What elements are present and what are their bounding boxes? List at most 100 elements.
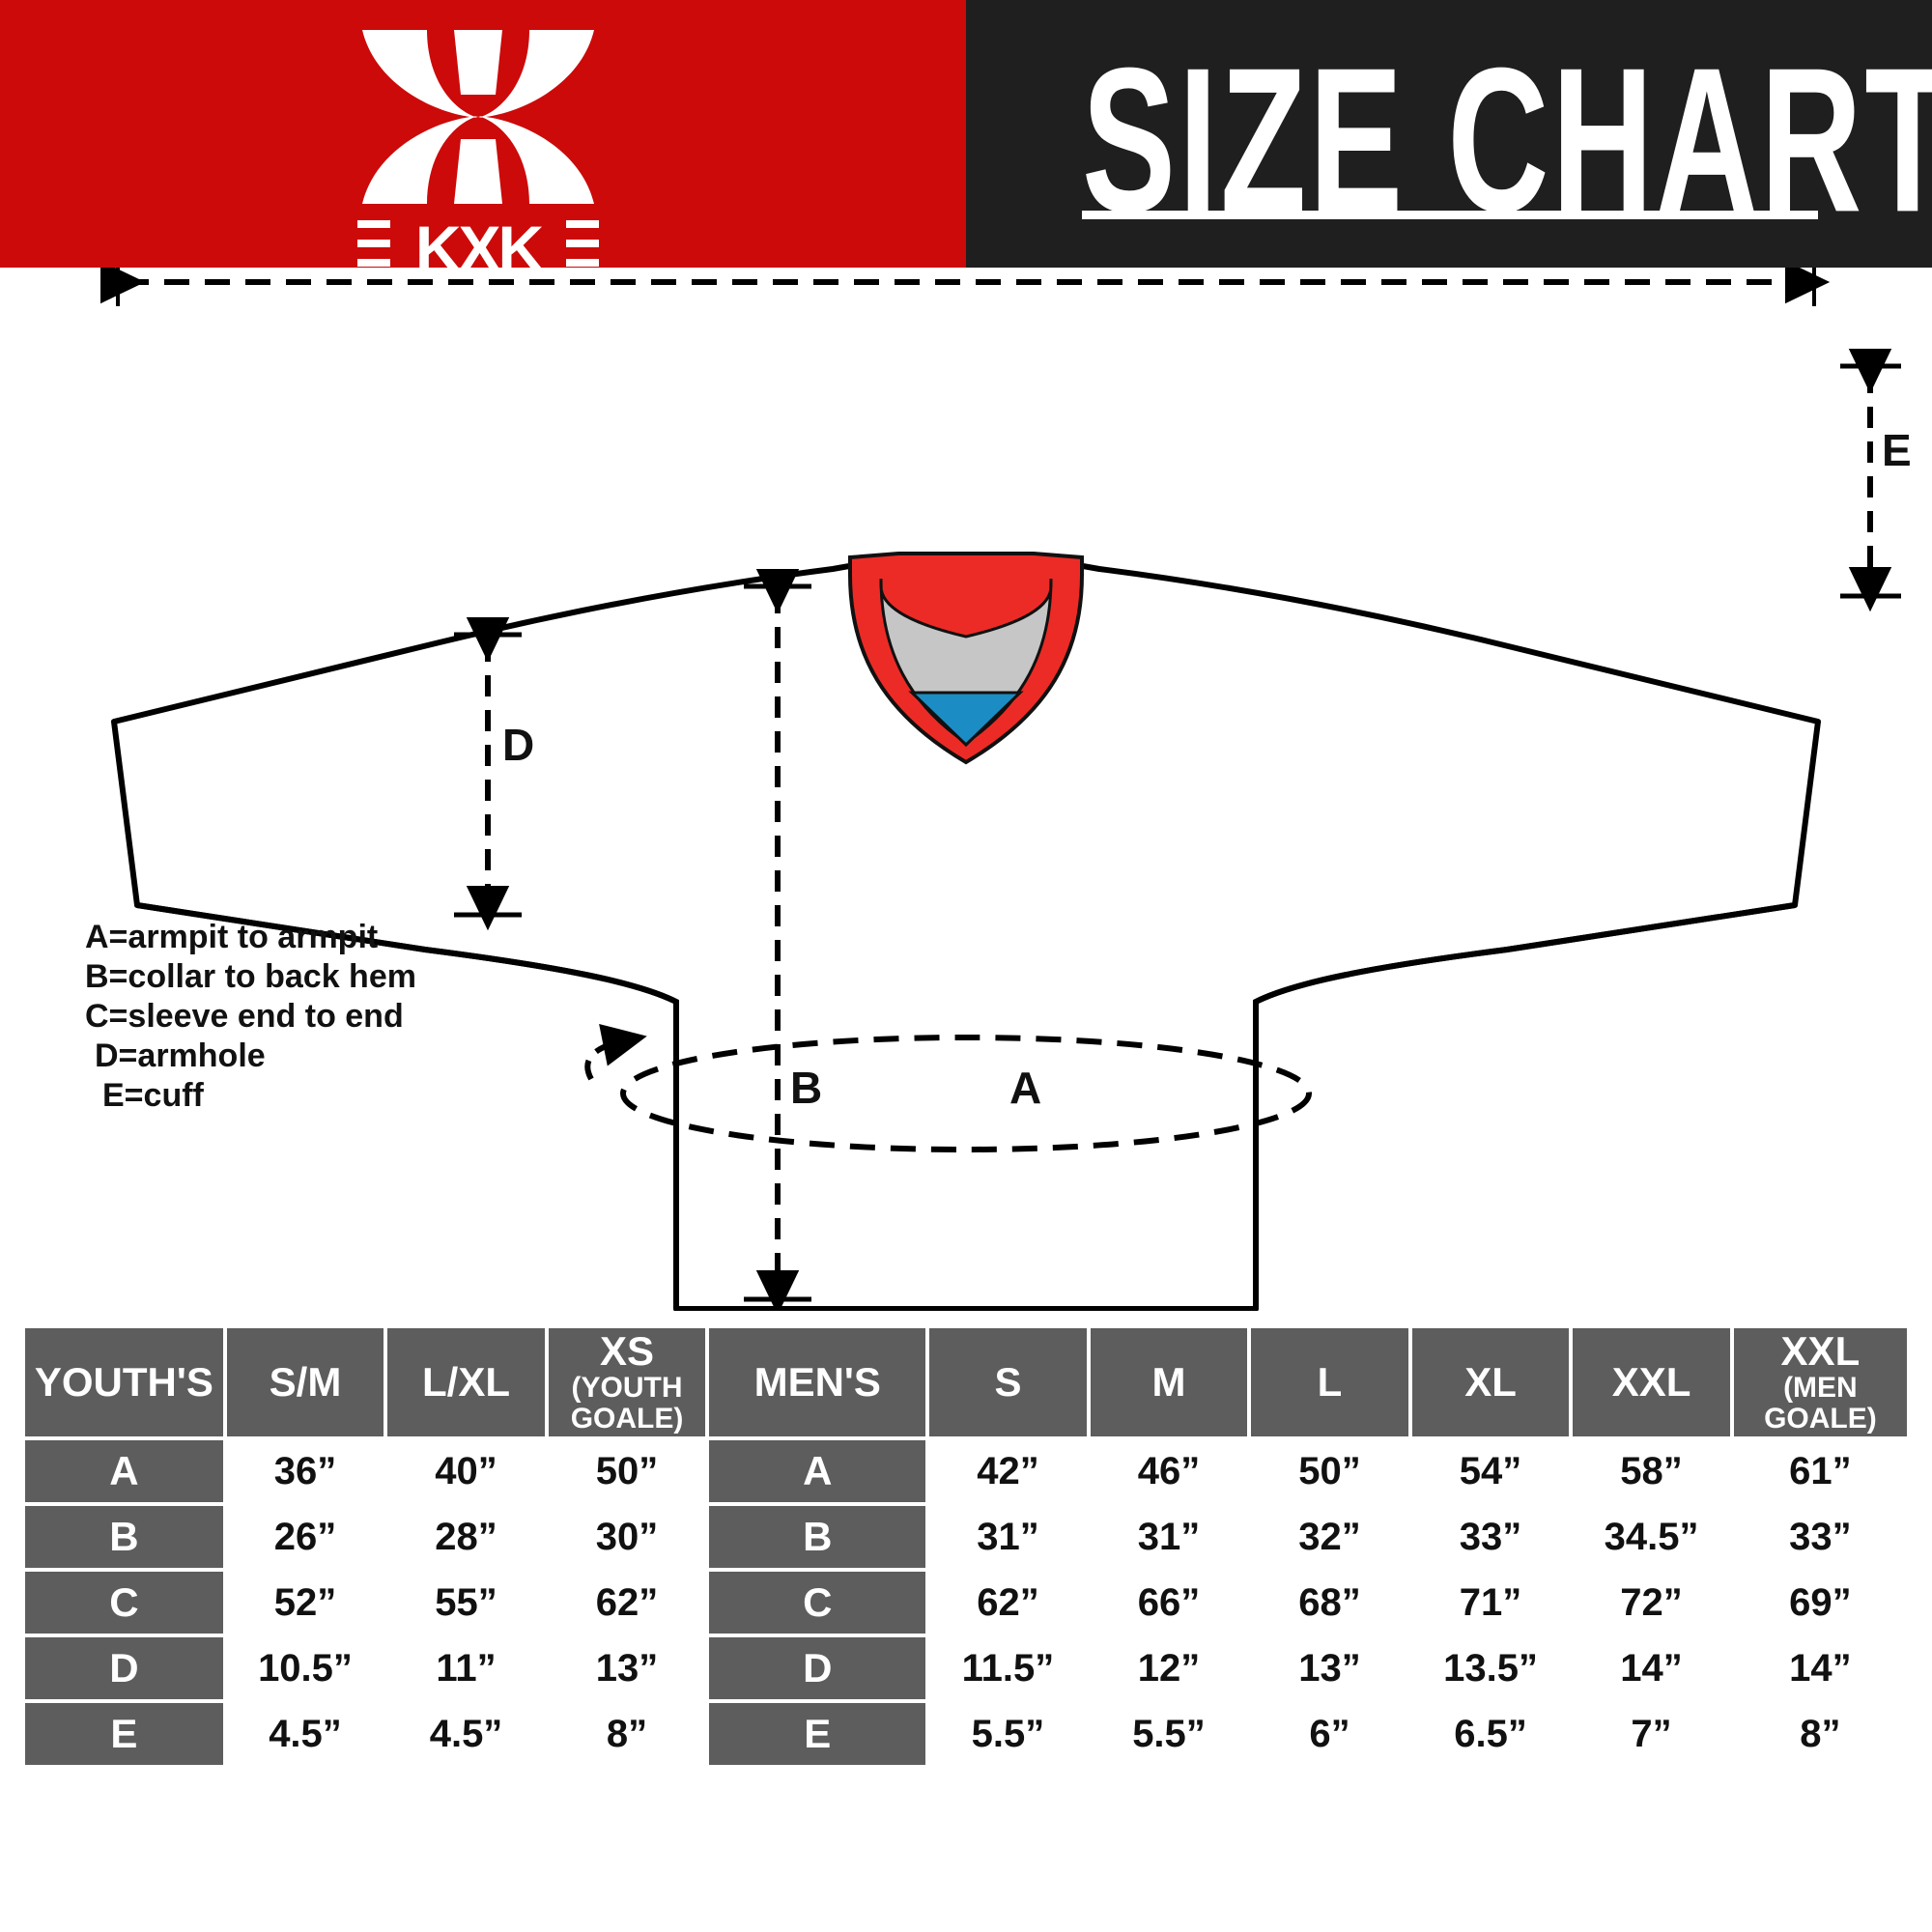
chest-ellipse-arrow (584, 1023, 647, 1081)
dimension-b-label: B (790, 1063, 822, 1113)
cell-mens-a-xl: 54” (1411, 1440, 1570, 1502)
title-panel: SIZE CHART (966, 0, 1932, 268)
page-title-block: SIZE CHART (1082, 37, 1932, 242)
cell-youth-c-sm: 52” (226, 1572, 384, 1634)
cell-youth-a-lxl: 40” (387, 1440, 545, 1502)
header-youth-xs-sub: (YOUTH GOALE) (570, 1372, 684, 1435)
header-mens-xxl-goalie: XXL (MEN GOALE) (1733, 1328, 1907, 1436)
measurement-legend: A=armpit to armpit B=collar to back hem … (85, 918, 416, 1116)
cell-mens-b-xxl: 34.5” (1573, 1506, 1730, 1568)
size-table: YOUTH'S S/M L/XL XS (YOUTH GOALE) MEN'S … (21, 1324, 1911, 1769)
cell-mens-a-xxl: 58” (1573, 1440, 1730, 1502)
cell-mens-d-xl: 13.5” (1411, 1637, 1570, 1699)
cell-youth-d-sm: 10.5” (226, 1637, 384, 1699)
row-label-mens-e: E (709, 1703, 926, 1765)
cell-youth-e-sm: 4.5” (226, 1703, 384, 1765)
cell-youth-e-lxl: 4.5” (387, 1703, 545, 1765)
cell-mens-b-m: 31” (1090, 1506, 1248, 1568)
header-mens-s: S (929, 1328, 1087, 1436)
row-label-mens-d: D (709, 1637, 926, 1699)
cell-mens-c-s: 62” (929, 1572, 1087, 1634)
header-mens-m: M (1090, 1328, 1248, 1436)
header-mens-xxl-main: XXL (1780, 1328, 1861, 1374)
header-youths: YOUTH'S (25, 1328, 223, 1436)
cell-mens-e-l: 6” (1251, 1703, 1408, 1765)
cell-mens-e-xxl-goalie: 8” (1733, 1703, 1907, 1765)
cell-mens-d-xxl: 14” (1573, 1637, 1730, 1699)
cell-youth-d-lxl: 11” (387, 1637, 545, 1699)
cell-mens-a-m: 46” (1090, 1440, 1248, 1502)
dimension-c-label: C (950, 268, 981, 270)
jersey-collar (848, 552, 1084, 765)
cell-mens-e-xl: 6.5” (1411, 1703, 1570, 1765)
dimension-d-label: D (502, 720, 534, 770)
header-youth-xs-main: XS (600, 1328, 655, 1374)
cell-mens-c-xxl: 72” (1573, 1572, 1730, 1634)
kxk-hourglass-icon (362, 30, 594, 204)
right-underarm-seam (1253, 902, 1796, 1309)
cell-mens-b-s: 31” (929, 1506, 1087, 1568)
row-label-youth-b: B (25, 1506, 223, 1568)
cell-youth-d-xs: 13” (548, 1637, 706, 1699)
table-row: D 10.5” 11” 13” D 11.5” 12” 13” 13.5” 14… (25, 1637, 1907, 1699)
cell-mens-e-s: 5.5” (929, 1703, 1087, 1765)
row-label-mens-b: B (709, 1506, 926, 1568)
cell-mens-b-xxl-goalie: 33” (1733, 1506, 1907, 1568)
cell-mens-c-l: 68” (1251, 1572, 1408, 1634)
collar-blue-triangle (908, 691, 1024, 748)
header-banner: KXK SIZE CHART (0, 0, 1932, 280)
table-header-row: YOUTH'S S/M L/XL XS (YOUTH GOALE) MEN'S … (25, 1328, 1907, 1436)
dimension-a-label: A (1009, 1063, 1041, 1113)
legend-line-b: B=collar to back hem (85, 958, 416, 995)
table-row: B 26” 28” 30” B 31” 31” 32” 33” 34.5” 33… (25, 1506, 1907, 1568)
jersey-technical-drawing: C D B A (100, 268, 1912, 1311)
page-title: SIZE CHART (1082, 24, 1932, 255)
cell-mens-d-xxl-goalie: 14” (1733, 1637, 1907, 1699)
header-mens: MEN'S (709, 1328, 926, 1436)
cell-mens-c-m: 66” (1090, 1572, 1248, 1634)
dimension-d: D (454, 617, 534, 931)
title-underline (1082, 211, 1818, 219)
dimension-e-label: E (1882, 425, 1912, 475)
header-youth-sm: S/M (226, 1328, 384, 1436)
cell-mens-d-s: 11.5” (929, 1637, 1087, 1699)
cell-youth-c-xs: 62” (548, 1572, 706, 1634)
header-mens-xl: XL (1411, 1328, 1570, 1436)
header-mens-xxl: XXL (1573, 1328, 1730, 1436)
dimension-a: A (584, 1023, 1312, 1152)
cell-mens-a-xxl-goalie: 61” (1733, 1440, 1907, 1502)
row-label-mens-c: C (709, 1572, 926, 1634)
chest-ellipse (620, 1035, 1312, 1152)
cell-mens-e-m: 5.5” (1090, 1703, 1248, 1765)
row-label-youth-e: E (25, 1703, 223, 1765)
jersey-diagram: C D B A (0, 268, 1932, 1311)
cell-mens-a-l: 50” (1251, 1440, 1408, 1502)
cell-mens-d-l: 13” (1251, 1637, 1408, 1699)
kxk-logo: KXK (357, 25, 609, 280)
legend-line-e: E=cuff (102, 1077, 204, 1114)
brand-panel: KXK (0, 0, 966, 280)
table-row: C 52” 55” 62” C 62” 66” 68” 71” 72” 69” (25, 1572, 1907, 1634)
cell-youth-b-lxl: 28” (387, 1506, 545, 1568)
cell-youth-b-xs: 30” (548, 1506, 706, 1568)
row-label-youth-c: C (25, 1572, 223, 1634)
left-underarm-seam (136, 902, 679, 1309)
dimension-b: B (744, 569, 822, 1311)
dimension-e: E (1840, 349, 1912, 612)
legend-line-c: C=sleeve end to end (85, 998, 404, 1035)
cell-youth-e-xs: 8” (548, 1703, 706, 1765)
cell-mens-b-xl: 33” (1411, 1506, 1570, 1568)
dimension-c: C (100, 268, 1831, 306)
header-mens-l: L (1251, 1328, 1408, 1436)
table-row: A 36” 40” 50” A 42” 46” 50” 54” 58” 61” (25, 1440, 1907, 1502)
cell-mens-d-m: 12” (1090, 1637, 1248, 1699)
cell-youth-c-lxl: 55” (387, 1572, 545, 1634)
row-label-youth-a: A (25, 1440, 223, 1502)
legend-line-a: A=armpit to armpit (85, 919, 379, 955)
cell-youth-b-sm: 26” (226, 1506, 384, 1568)
legend-line-d: D=armhole (95, 1037, 266, 1074)
cell-mens-a-s: 42” (929, 1440, 1087, 1502)
cell-mens-c-xxl-goalie: 69” (1733, 1572, 1907, 1634)
table-row: E 4.5” 4.5” 8” E 5.5” 5.5” 6” 6.5” 7” 8” (25, 1703, 1907, 1765)
cell-mens-c-xl: 71” (1411, 1572, 1570, 1634)
